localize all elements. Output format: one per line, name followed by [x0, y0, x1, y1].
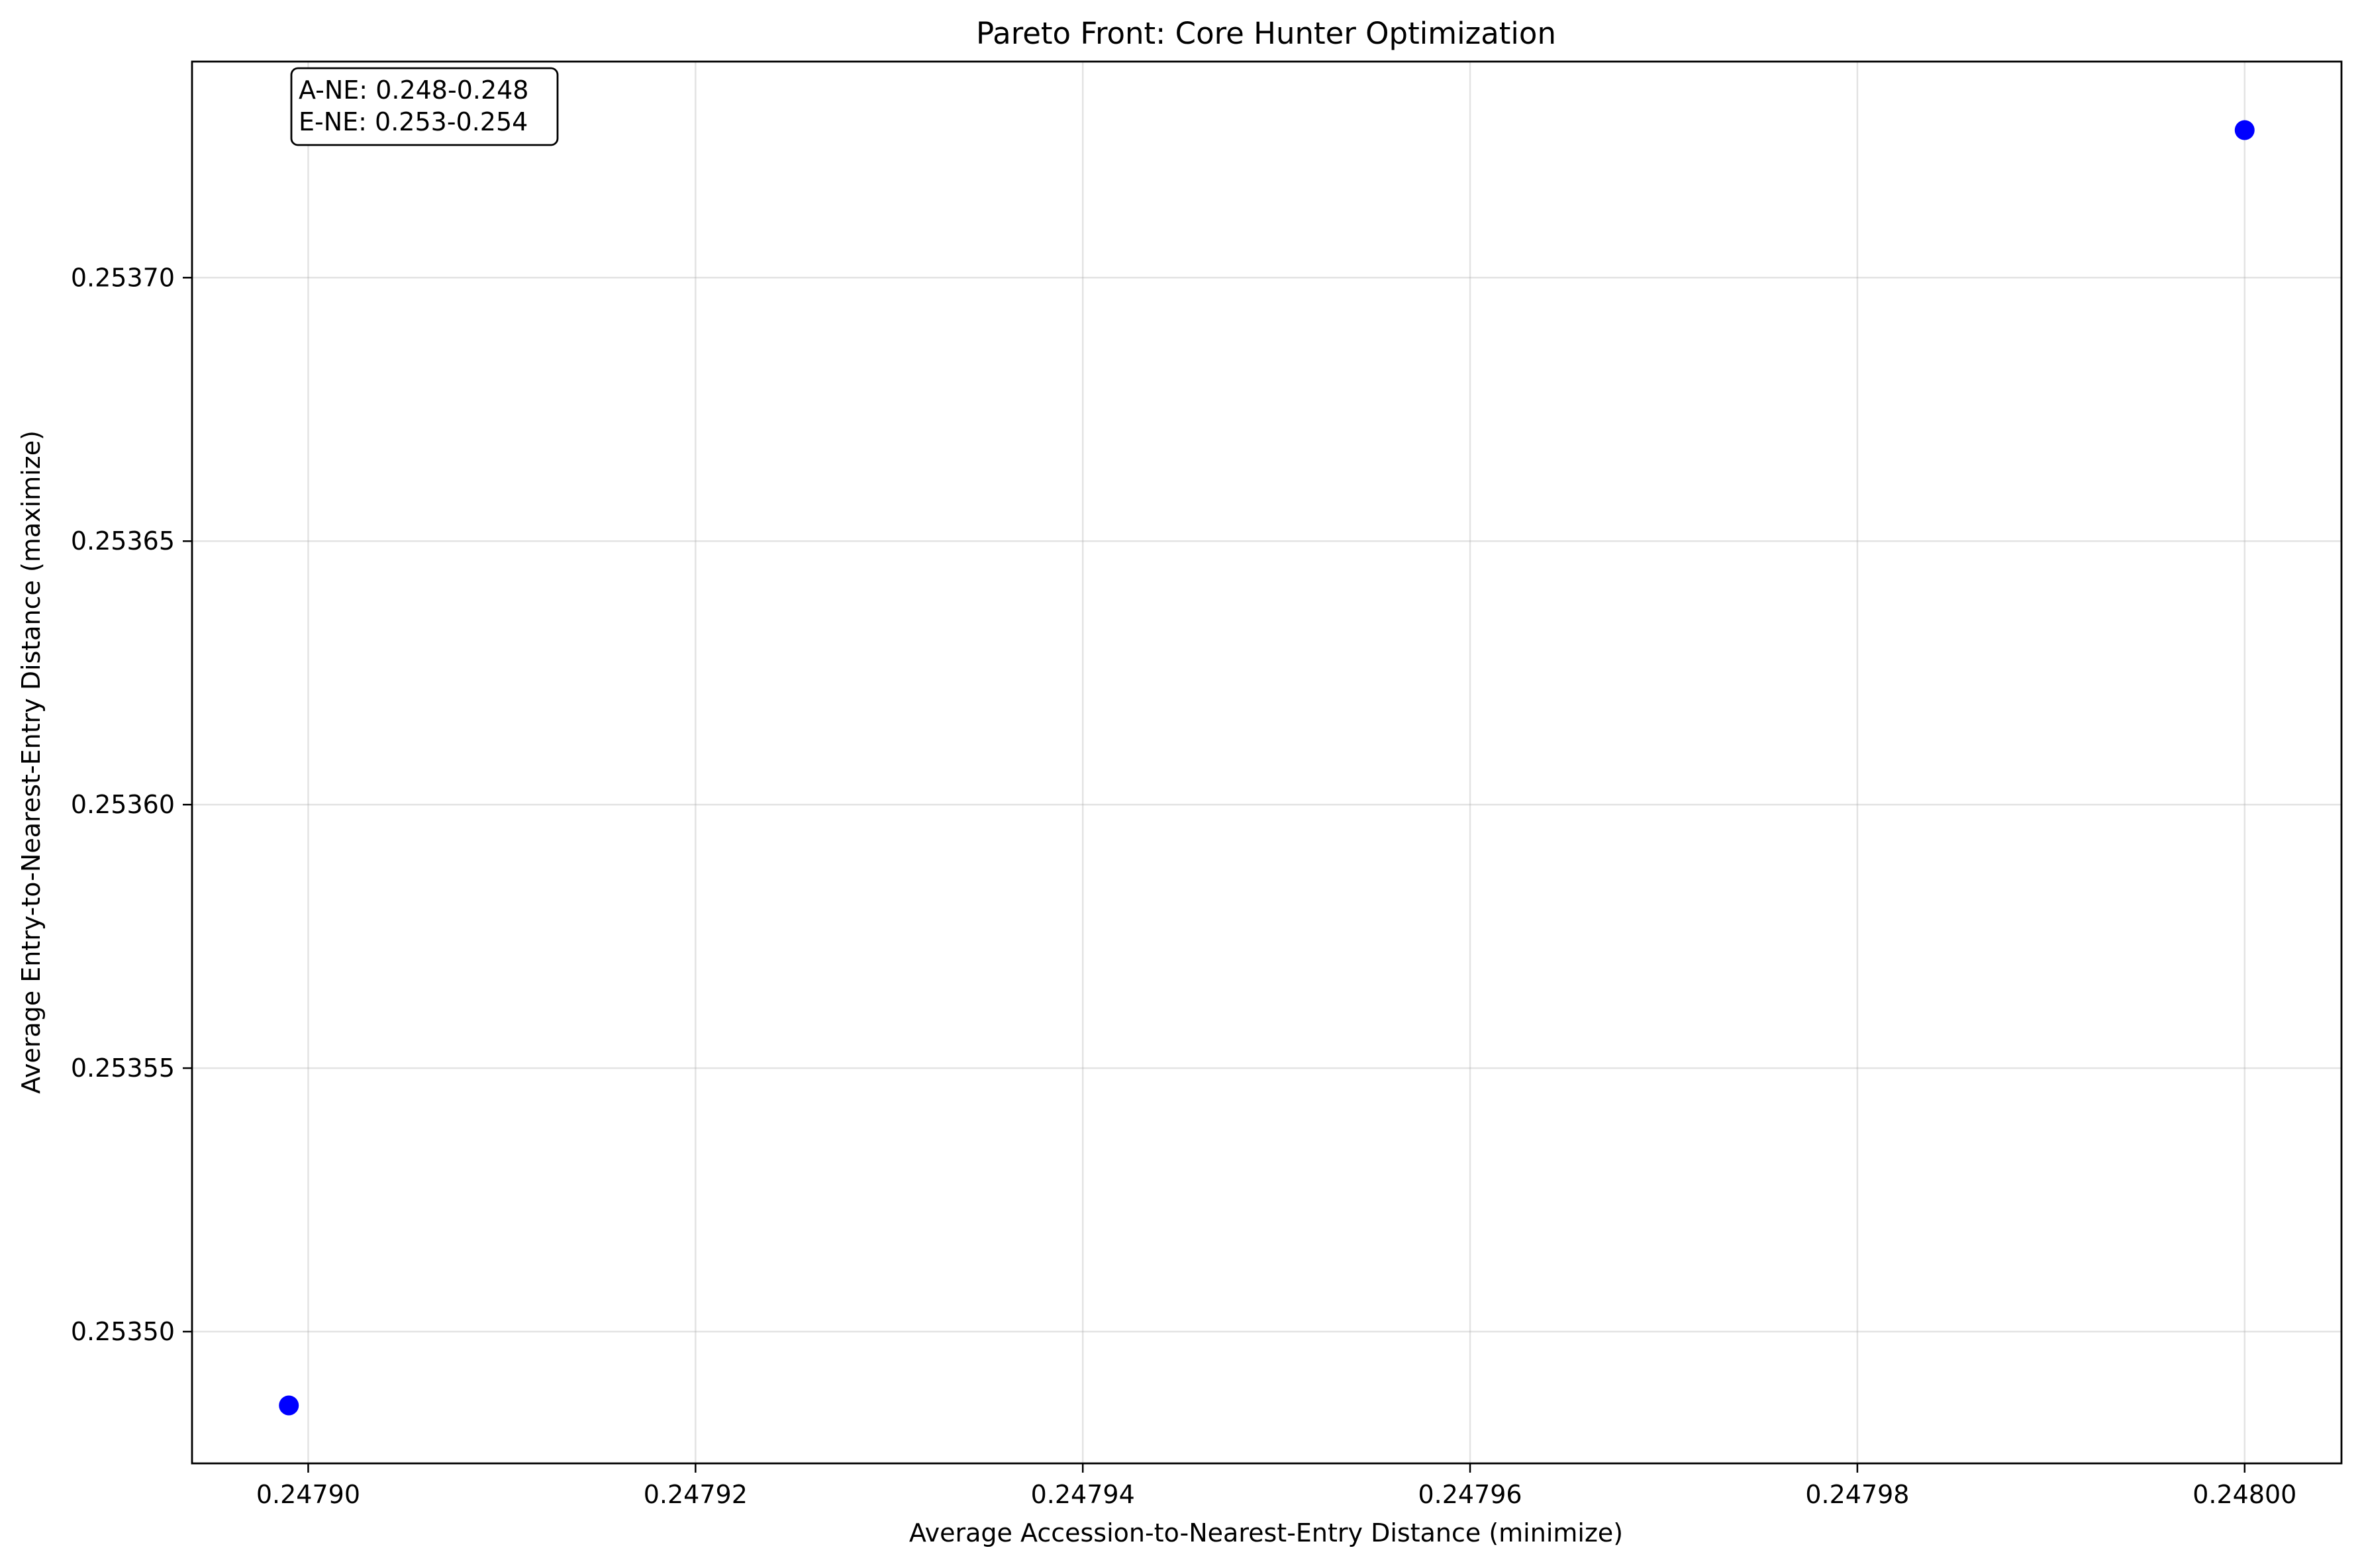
- axis-ticks: 0.24790 0.24792 0.24794 0.24796 0.24798 0.248…: [71, 263, 2296, 1509]
- y-tick-label: 0.25360: [71, 790, 175, 819]
- chart-title: Pareto Front: Core Hunter Optimization: [976, 16, 1556, 51]
- y-axis-label: Average Entry-to-Nearest-Entry Distance …: [17, 430, 46, 1094]
- annotation-box: [290, 67, 559, 146]
- y-tick-label: 0.25365: [71, 526, 175, 556]
- plot-area-frame: [191, 60, 2343, 1465]
- scatter-point: [2234, 120, 2255, 140]
- scatter-point: [279, 1395, 299, 1416]
- x-tick-label: 0.24796: [1418, 1480, 1522, 1509]
- y-tick-label: 0.25350: [71, 1317, 175, 1346]
- grid: [192, 62, 2341, 1463]
- y-tick-label: 0.25370: [71, 263, 175, 292]
- x-tick-label: 0.24798: [1805, 1480, 1909, 1509]
- y-tick-label: 0.25355: [71, 1054, 175, 1083]
- x-tick-label: 0.24792: [644, 1480, 748, 1509]
- annotation-line-2: E-NE: 0.253-0.254: [299, 107, 528, 136]
- x-tick-label: 0.24794: [1031, 1480, 1135, 1509]
- x-tick-label: 0.24790: [256, 1480, 360, 1509]
- scatter-points: [279, 120, 2255, 1416]
- annotation-line-1: A-NE: 0.248-0.248: [299, 75, 528, 105]
- x-tick-label: 0.24800: [2192, 1480, 2296, 1509]
- x-axis-label: Average Accession-to-Nearest-Entry Dista…: [909, 1518, 1623, 1547]
- stats-annotation: A-NE: 0.248-0.248 E-NE: 0.253-0.254: [290, 67, 559, 146]
